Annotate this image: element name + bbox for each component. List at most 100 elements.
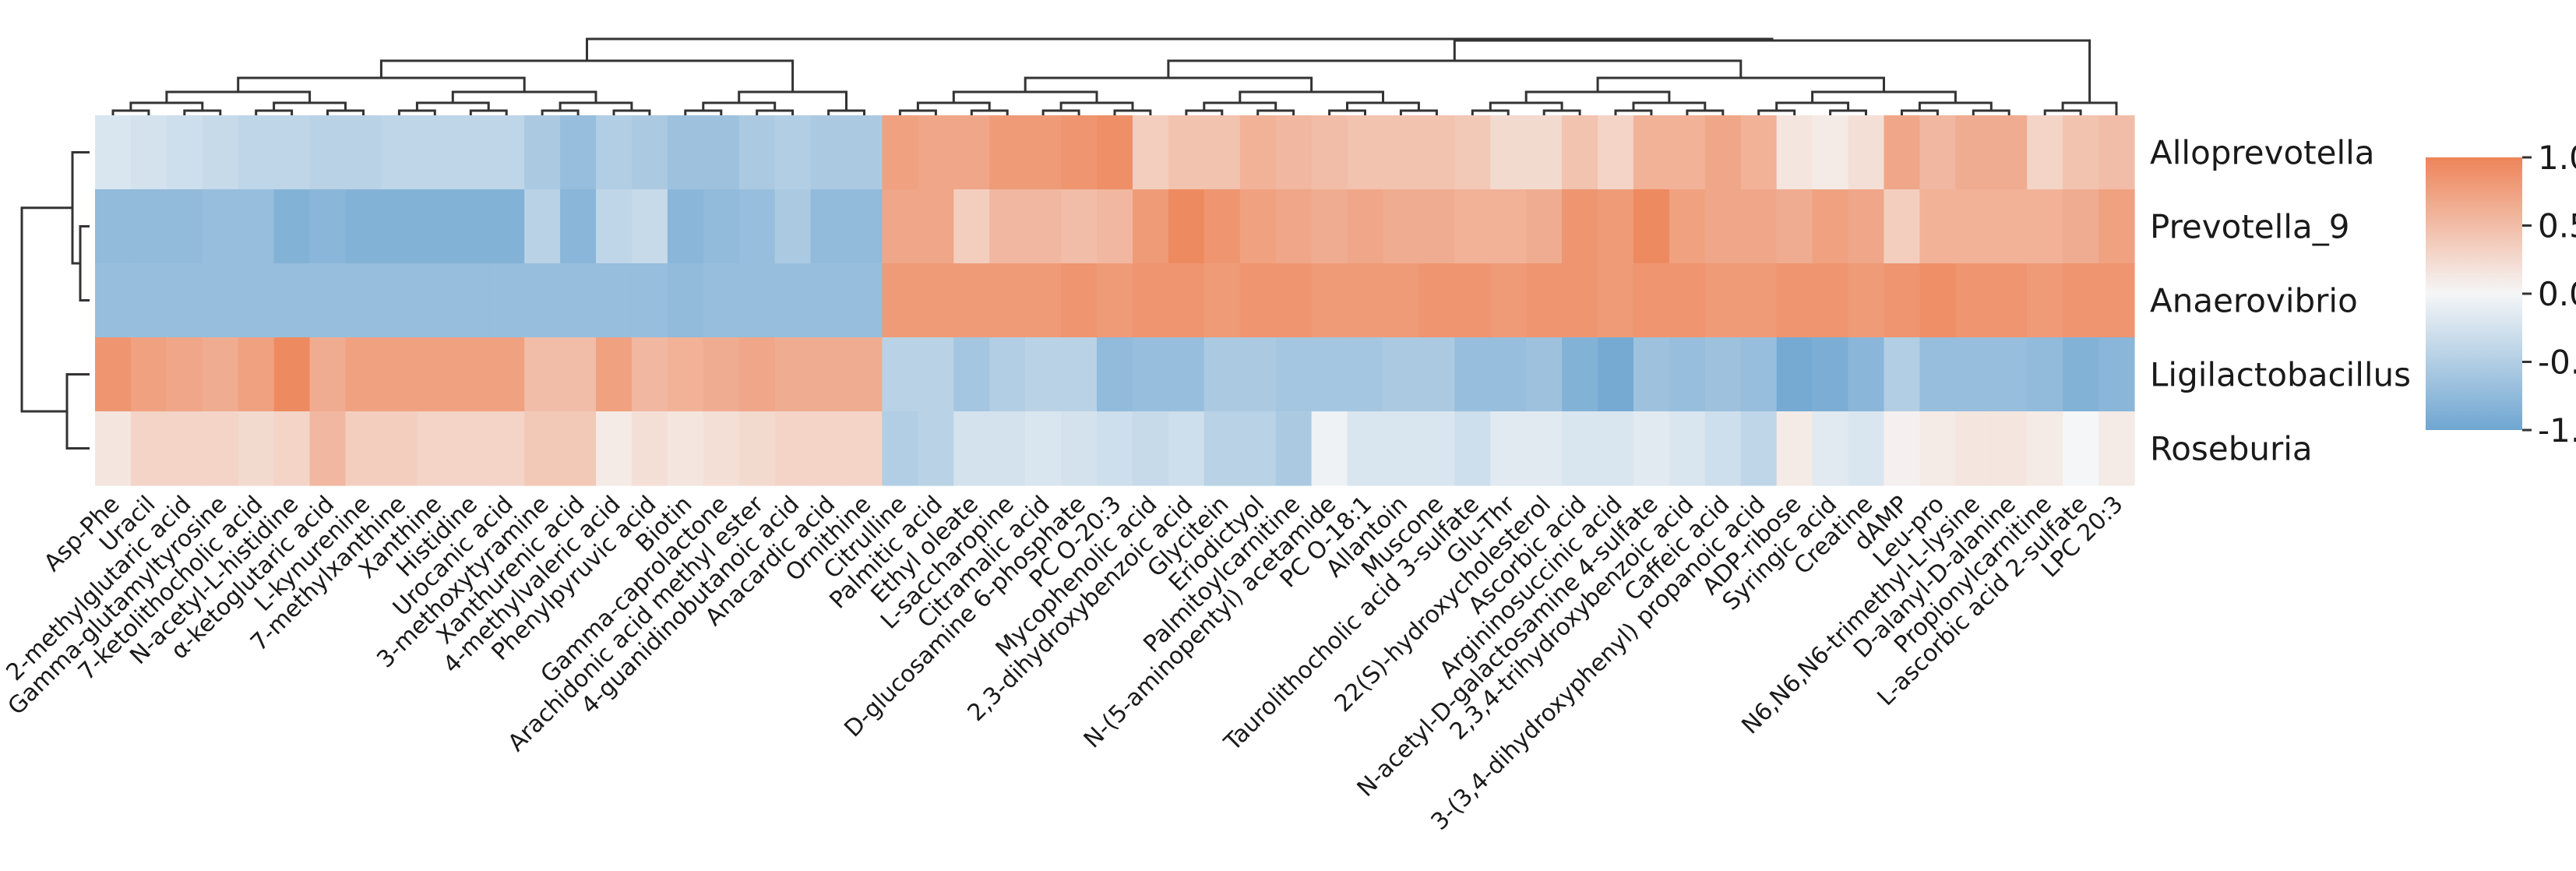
heatmap-cell	[1919, 263, 1956, 338]
heatmap-cell	[2027, 115, 2063, 190]
dendrogram-branch	[971, 111, 1007, 115]
dendrogram-branch	[1186, 111, 1222, 115]
heatmap-cell	[1633, 189, 1670, 264]
heatmap-cell	[1418, 263, 1455, 338]
heatmap-cell	[1168, 189, 1205, 264]
heatmap-cell	[2063, 115, 2099, 190]
heatmap-cell	[488, 263, 525, 338]
dendrogram-branch	[1759, 111, 1795, 115]
heatmap-cell	[1598, 263, 1634, 338]
heatmap-cell	[1348, 411, 1384, 486]
dendrogram-branch	[1240, 92, 1383, 103]
heatmap-cell	[632, 337, 668, 412]
row-label: Anaerovibrio	[2150, 282, 2358, 320]
heatmap-cell	[95, 411, 132, 486]
heatmap-cell	[1168, 115, 1205, 190]
heatmap-cell	[1490, 115, 1527, 190]
heatmap-cell	[1741, 115, 1778, 190]
heatmap-cell	[95, 115, 132, 190]
heatmap-cell	[1777, 115, 1813, 190]
heatmap-cell	[131, 337, 167, 412]
dendrogram-branch	[2045, 111, 2081, 115]
heatmap-cell	[847, 115, 883, 190]
heatmap-cell	[596, 189, 633, 264]
heatmap-cell	[703, 189, 740, 264]
heatmap-cell	[1240, 411, 1277, 486]
heatmap-cell	[95, 189, 132, 264]
heatmap-cell	[1061, 115, 1098, 190]
dendrogram-branch	[256, 111, 292, 115]
heatmap-cell	[1276, 189, 1313, 264]
dendrogram-branch	[542, 111, 578, 115]
heatmap-cell	[524, 115, 561, 190]
heatmap-cell	[1276, 263, 1313, 338]
heatmap-cell	[1633, 263, 1670, 338]
heatmap-cell	[2027, 337, 2063, 412]
heatmap-cell	[560, 337, 597, 412]
heatmap-cell	[953, 189, 990, 264]
heatmap-cell	[1955, 115, 1992, 190]
heatmap-cell	[2099, 337, 2135, 412]
heatmap-cell	[668, 189, 704, 264]
heatmap-cell	[1348, 337, 1384, 412]
heatmap-cell	[1526, 411, 1563, 486]
heatmap-cell	[203, 263, 239, 338]
dendrogram-branch	[381, 61, 792, 92]
heatmap-cell	[703, 337, 740, 412]
heatmap-cell	[989, 411, 1026, 486]
dendrogram-branch	[1401, 111, 1436, 115]
heatmap-cell	[1884, 411, 1920, 486]
dendrogram-branch	[470, 111, 506, 115]
heatmap-cell	[381, 411, 418, 486]
heatmap-figure: AlloprevotellaPrevotella_9AnaerovibrioLi…	[0, 0, 2576, 871]
heatmap-cell	[453, 411, 489, 486]
heatmap-cell	[739, 263, 776, 338]
colorbar-tick-label: 0.5	[2538, 207, 2576, 245]
heatmap-cell	[488, 115, 525, 190]
heatmap-cell	[1312, 263, 1348, 338]
heatmap-cell	[882, 263, 918, 338]
heatmap-cell	[1097, 337, 1133, 412]
heatmap-cell	[1884, 189, 1920, 264]
heatmap-cell	[1204, 411, 1241, 486]
heatmap-cell	[131, 115, 167, 190]
heatmap-cell	[203, 189, 239, 264]
dendrogram-branch	[1687, 111, 1723, 115]
heatmap-cell	[203, 411, 239, 486]
dendrogram-branch	[1616, 111, 1651, 115]
heatmap-cell	[1240, 337, 1277, 412]
heatmap-cell	[1777, 411, 1813, 486]
heatmap-cell	[1705, 115, 1742, 190]
heatmap-cell	[953, 411, 990, 486]
heatmap-cell	[346, 115, 382, 190]
heatmap-cell	[1955, 189, 1992, 264]
heatmap-cell	[238, 115, 275, 190]
heatmap-cell	[1919, 337, 1956, 412]
heatmap-cell	[1348, 115, 1384, 190]
heatmap-cell	[775, 115, 812, 190]
heatmap-cell	[1061, 411, 1098, 486]
heatmap-cell	[1991, 115, 2028, 190]
heatmap-cell	[1418, 189, 1455, 264]
heatmap-cell	[167, 411, 203, 486]
heatmap-cell	[1097, 411, 1133, 486]
heatmap-cell	[882, 411, 918, 486]
heatmap-cell	[1204, 189, 1241, 264]
heatmap-cell	[1061, 337, 1098, 412]
heatmap-cell	[560, 189, 597, 264]
heatmap-cell	[1097, 115, 1133, 190]
heatmap-cell	[560, 115, 597, 190]
heatmap-cell	[131, 411, 167, 486]
heatmap-cell	[811, 115, 848, 190]
heatmap-cell	[346, 411, 382, 486]
heatmap-cell	[739, 189, 776, 264]
colorbar-tick-label: 0.0	[2538, 275, 2576, 313]
heatmap-cell	[274, 337, 311, 412]
heatmap-cell	[1204, 115, 1241, 190]
heatmap-cell	[1418, 337, 1455, 412]
heatmap-cell	[1526, 337, 1563, 412]
heatmap-cell	[1669, 411, 1706, 486]
heatmap-cell	[203, 337, 239, 412]
dendrogram-branch	[22, 208, 72, 411]
heatmap-cell	[1633, 337, 1670, 412]
